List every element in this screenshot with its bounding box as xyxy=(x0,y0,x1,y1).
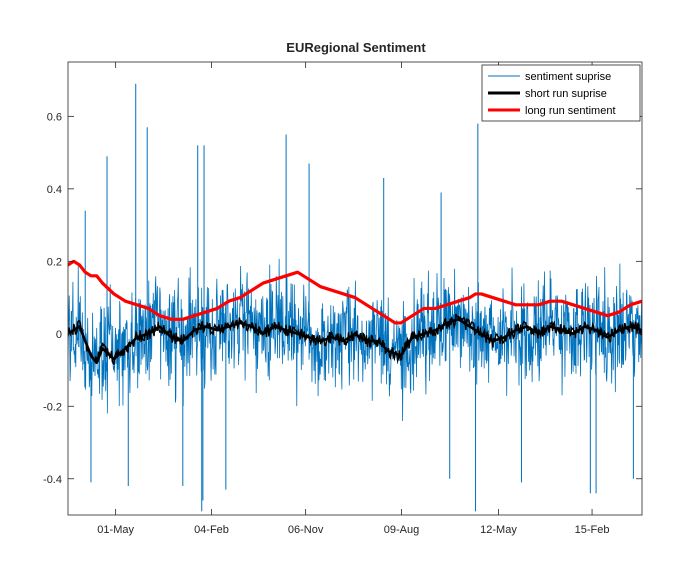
legend: sentiment suprise short run suprise long r… xyxy=(481,64,641,122)
legend-label: sentiment suprise xyxy=(525,71,611,83)
x-tick-label: 06-Nov xyxy=(288,524,324,536)
series-sentiment-suprise-line xyxy=(68,258,642,421)
x-tick-label: 15-Feb xyxy=(575,524,610,536)
y-tick-label: 0.6 xyxy=(47,111,62,123)
x-tick-label: 12-May xyxy=(480,524,517,536)
series-short-run-suprise-noise xyxy=(68,313,642,366)
legend-label: long run sentiment xyxy=(525,105,616,117)
chart-title: EURegional Sentiment xyxy=(286,40,426,55)
x-tick-label: 04-Feb xyxy=(194,524,229,536)
y-tick-label: 0 xyxy=(56,329,62,341)
y-tick-label: -0.2 xyxy=(43,401,62,413)
series-long-run-sentiment-line xyxy=(68,259,642,325)
y-tick-label: 0.4 xyxy=(47,184,62,196)
axes-box xyxy=(67,61,643,516)
y-tick-label: 0.2 xyxy=(47,256,62,268)
y-tick-label: -0.4 xyxy=(43,474,62,486)
plot-area xyxy=(68,83,642,512)
x-tick-label: 09-Aug xyxy=(384,524,419,536)
axes: -0.4 -0.2 0 0.2 0.4 0.6 01-May 04-Feb 06-Nov 09-A… xyxy=(43,61,643,536)
legend-label: short run suprise xyxy=(525,88,607,100)
x-tick-label: 01-May xyxy=(97,524,134,536)
